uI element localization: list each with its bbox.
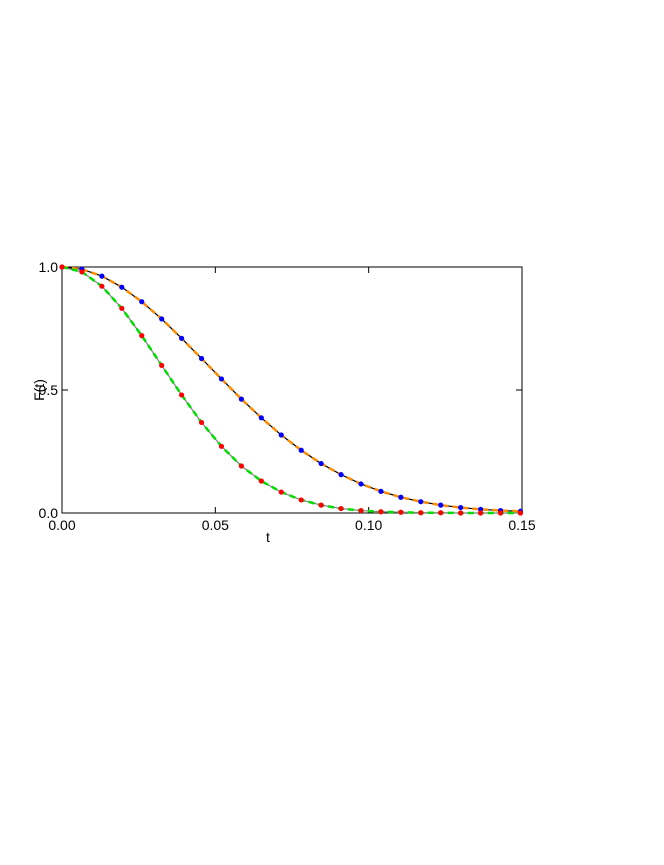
data-point — [478, 510, 484, 516]
x-axis-label: t — [266, 529, 270, 545]
data-point — [139, 299, 145, 305]
data-point — [119, 284, 125, 290]
data-point — [59, 264, 65, 270]
data-point — [298, 447, 304, 453]
data-point — [358, 507, 364, 514]
plot-frame — [61, 266, 523, 514]
data-point — [318, 460, 324, 467]
series-line — [61, 266, 521, 514]
data-point — [198, 355, 205, 362]
data-point — [398, 509, 404, 515]
data-point — [258, 478, 264, 484]
data-point — [298, 497, 304, 503]
data-point — [218, 443, 225, 449]
data-point — [238, 463, 244, 469]
data-point — [79, 269, 85, 275]
data-point — [398, 494, 404, 500]
data-point — [99, 283, 105, 289]
data-point — [278, 432, 284, 438]
data-point — [418, 510, 424, 516]
data-point — [318, 502, 324, 508]
y-axis-label: F(t) — [31, 379, 47, 401]
data-point — [139, 333, 145, 339]
data-point — [418, 499, 424, 505]
data-point — [338, 472, 344, 478]
data-point — [497, 510, 504, 516]
data-point — [378, 509, 384, 515]
x-tick-label: 0.05 — [202, 517, 229, 533]
data-point — [517, 510, 524, 516]
series-dash — [61, 265, 521, 513]
data-point — [278, 489, 284, 495]
data-point — [378, 488, 384, 494]
y-tick-label: 0.5 — [39, 382, 59, 398]
data-point — [438, 502, 444, 508]
data-point — [358, 481, 364, 487]
data-point — [159, 316, 165, 322]
data-point — [258, 415, 264, 421]
data-point — [338, 505, 344, 512]
data-point — [238, 396, 244, 402]
data-point — [218, 376, 225, 382]
data-point — [159, 362, 165, 368]
series-line — [61, 266, 521, 512]
y-tick-label: 0.0 — [39, 505, 59, 521]
data-point — [198, 419, 205, 426]
x-tick-label: 0.10 — [355, 517, 382, 533]
data-point — [179, 392, 185, 398]
data-point — [438, 510, 444, 516]
y-tick-label: 1.0 — [39, 259, 59, 275]
data-point — [458, 510, 464, 516]
series-dash — [61, 265, 521, 515]
data-point — [179, 335, 185, 341]
x-tick-label: 0.15 — [508, 517, 535, 533]
data-point — [458, 504, 464, 511]
data-point — [119, 305, 125, 311]
x-tick-label: 0.00 — [48, 517, 75, 533]
data-point — [478, 506, 484, 512]
data-point — [99, 273, 105, 279]
